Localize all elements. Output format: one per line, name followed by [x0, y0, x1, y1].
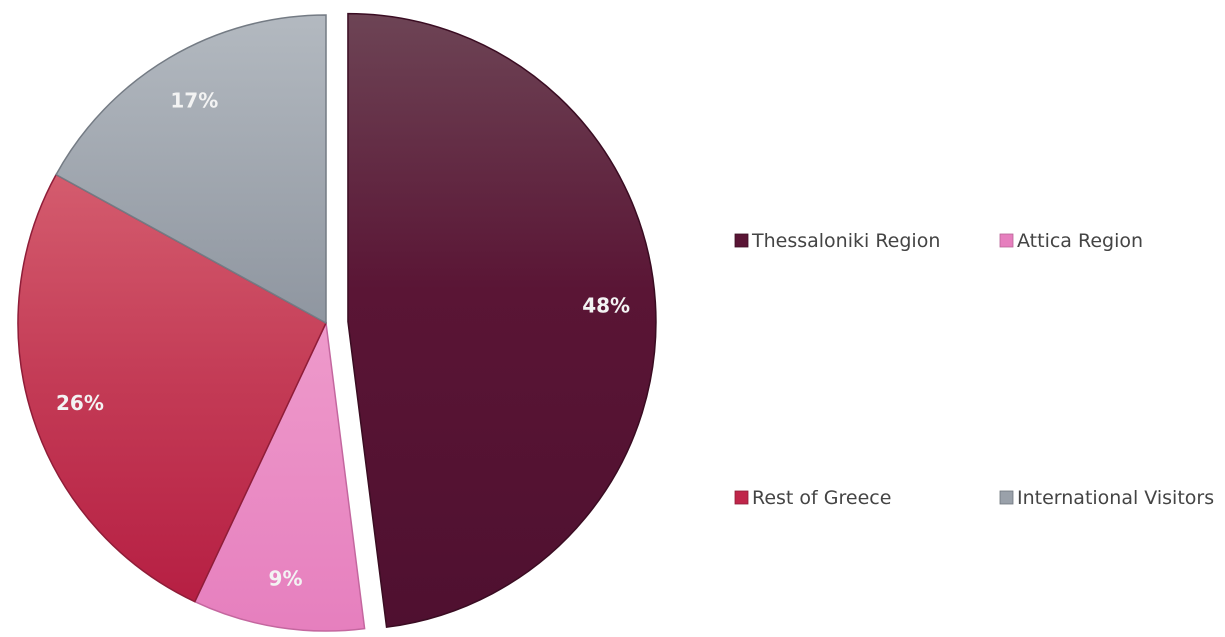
legend: Thessaloniki Region Attica Region Rest o… [734, 230, 1214, 509]
legend-swatch-thessaloniki-region [734, 233, 749, 248]
legend-label-international-visitors: International Visitors [1017, 487, 1214, 509]
data-label-rest-of-greece: 26% [56, 391, 104, 415]
legend-swatch-attica-region [999, 233, 1014, 248]
pie-slices [17, 12, 657, 632]
legend-swatch-international-visitors [999, 490, 1014, 505]
data-label-thessaloniki-region: 48% [582, 293, 630, 317]
data-label-attica-region: 9% [269, 567, 303, 591]
pie-data-labels: 48% 9% 26% 17% [56, 88, 630, 590]
legend-label-rest-of-greece: Rest of Greece [752, 487, 891, 509]
legend-label-thessaloniki-region: Thessaloniki Region [751, 230, 940, 252]
data-label-international-visitors: 17% [170, 88, 218, 112]
legend-label-attica-region: Attica Region [1017, 230, 1143, 252]
pie-slice-attica-region [193, 320, 366, 632]
pie-slice-international-visitors [55, 14, 327, 325]
pie-slice-thessaloniki-region [347, 12, 657, 629]
legend-swatch-rest-of-greece [734, 490, 749, 505]
